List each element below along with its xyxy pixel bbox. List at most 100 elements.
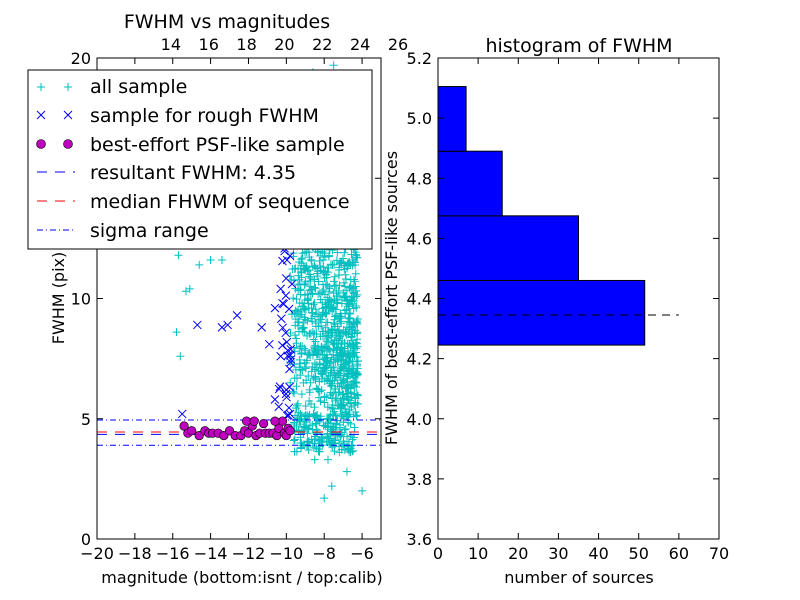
- all-sample-point: [295, 275, 304, 284]
- all-sample-point: [320, 268, 329, 277]
- all-sample-point: [325, 377, 334, 386]
- all-sample-point: [330, 447, 339, 456]
- all-sample-point: [330, 272, 339, 281]
- all-sample-point: [345, 447, 354, 456]
- all-sample-point: [317, 347, 326, 356]
- all-sample-point: [346, 431, 355, 440]
- all-sample-point: [352, 411, 361, 420]
- all-sample-point: [307, 304, 316, 313]
- all-sample-point: [340, 293, 349, 302]
- all-sample-point: [293, 401, 302, 410]
- left-panel: FWHM vs magnitudes 14 16 18 20 22 24 26 −20 −18…: [27, 11, 408, 587]
- legend-label: best-effort PSF-like sample: [90, 134, 345, 156]
- all-sample-point: [329, 340, 338, 349]
- all-sample-point: [337, 319, 346, 328]
- all-sample-point: [339, 418, 348, 427]
- psf-sample-point: [249, 416, 259, 426]
- all-sample-point: [328, 410, 337, 419]
- all-sample-point: [176, 352, 185, 361]
- all-sample-point: [293, 318, 302, 327]
- y-tick-label: 4.6: [407, 229, 432, 248]
- rough-fwhm-point: [264, 339, 274, 349]
- all-sample-point: [337, 401, 346, 410]
- all-sample-point: [296, 409, 305, 418]
- all-sample-point: [352, 382, 361, 391]
- all-sample-point: [316, 251, 325, 260]
- all-sample-point: [330, 277, 339, 286]
- all-sample-point: [351, 407, 360, 416]
- all-sample-point: [352, 339, 361, 348]
- all-sample-point: [302, 423, 311, 432]
- all-sample-point: [336, 257, 345, 266]
- all-sample-point: [172, 328, 181, 337]
- all-sample-point: [298, 366, 307, 375]
- all-sample-point: [327, 366, 336, 375]
- legend-label: sigma range: [90, 220, 209, 242]
- x-tick-label: −18: [118, 544, 152, 563]
- top-tick-label: 18: [236, 35, 256, 54]
- all-sample-point: [334, 286, 343, 295]
- x-tick-label: −20: [80, 544, 114, 563]
- all-sample-point: [311, 373, 320, 382]
- all-sample-point: [325, 295, 334, 304]
- plus-marker-icon: [37, 83, 72, 91]
- all-sample-point: [344, 395, 353, 404]
- all-sample-point: [292, 334, 301, 343]
- all-sample-point: [297, 349, 306, 358]
- all-sample-point: [322, 318, 331, 327]
- all-sample-point: [330, 295, 339, 304]
- all-sample-point: [351, 377, 360, 386]
- all-sample-point: [310, 412, 319, 421]
- x-tick-label: −12: [232, 544, 266, 563]
- rough-fwhm-point: [217, 323, 227, 332]
- all-sample-point: [299, 378, 308, 387]
- all-sample-point: [347, 295, 356, 304]
- rough-fwhm-point: [285, 364, 294, 374]
- all-sample-point: [340, 425, 349, 434]
- all-sample-point: [290, 435, 299, 444]
- all-sample-point: [353, 290, 362, 299]
- all-sample-point: [337, 412, 346, 421]
- all-sample-point: [297, 427, 306, 436]
- legend-entry-median-fwhm: median FHWM of sequence: [37, 191, 350, 213]
- all-sample-point: [206, 256, 215, 265]
- all-sample-point: [306, 290, 315, 299]
- all-sample-point: [312, 360, 321, 369]
- all-sample-point: [310, 435, 319, 444]
- x-tick-label: 40: [588, 544, 608, 563]
- y-tick-label: 5: [81, 410, 91, 429]
- y-tick-label: 0: [81, 530, 91, 549]
- right-y-axis-label: FWHM of best-effort PSF-like sources: [382, 151, 401, 445]
- all-sample-point: [344, 330, 353, 339]
- all-sample-point: [306, 421, 315, 430]
- left-x-axis-label: magnitude (bottom:isnt / top:calib): [101, 568, 382, 587]
- all-sample-point: [336, 317, 345, 326]
- all-sample-point: [327, 333, 336, 342]
- all-sample-point: [306, 378, 315, 387]
- all-sample-point: [296, 342, 305, 351]
- x-tick-label: −10: [269, 544, 303, 563]
- all-sample-point: [303, 437, 312, 446]
- right-y-axis: 3.6 3.8 4.0 4.2 4.4 4.6 4.8 5.0 5.2: [407, 49, 719, 549]
- all-sample-point: [296, 285, 305, 294]
- all-sample-point: [337, 345, 346, 353]
- all-sample-point: [330, 320, 339, 329]
- all-sample-point: [329, 423, 338, 432]
- all-sample-point: [304, 265, 313, 274]
- all-sample-point: [332, 346, 341, 355]
- all-sample-point: [309, 300, 318, 309]
- y-tick-label: 4.0: [407, 410, 432, 429]
- y-tick-label: 10: [71, 290, 91, 309]
- all-sample-point: [291, 411, 300, 420]
- all-sample-point: [319, 421, 328, 430]
- all-sample-point: [310, 455, 319, 464]
- rough-fwhm-point: [257, 323, 267, 332]
- rough-fwhm-point: [276, 284, 286, 294]
- all-sample-point: [335, 292, 344, 301]
- all-sample-point: [323, 376, 332, 385]
- all-sample-point: [320, 392, 329, 401]
- all-sample-point: [353, 328, 362, 337]
- all-sample-point: [286, 328, 295, 337]
- all-sample-point: [350, 277, 359, 286]
